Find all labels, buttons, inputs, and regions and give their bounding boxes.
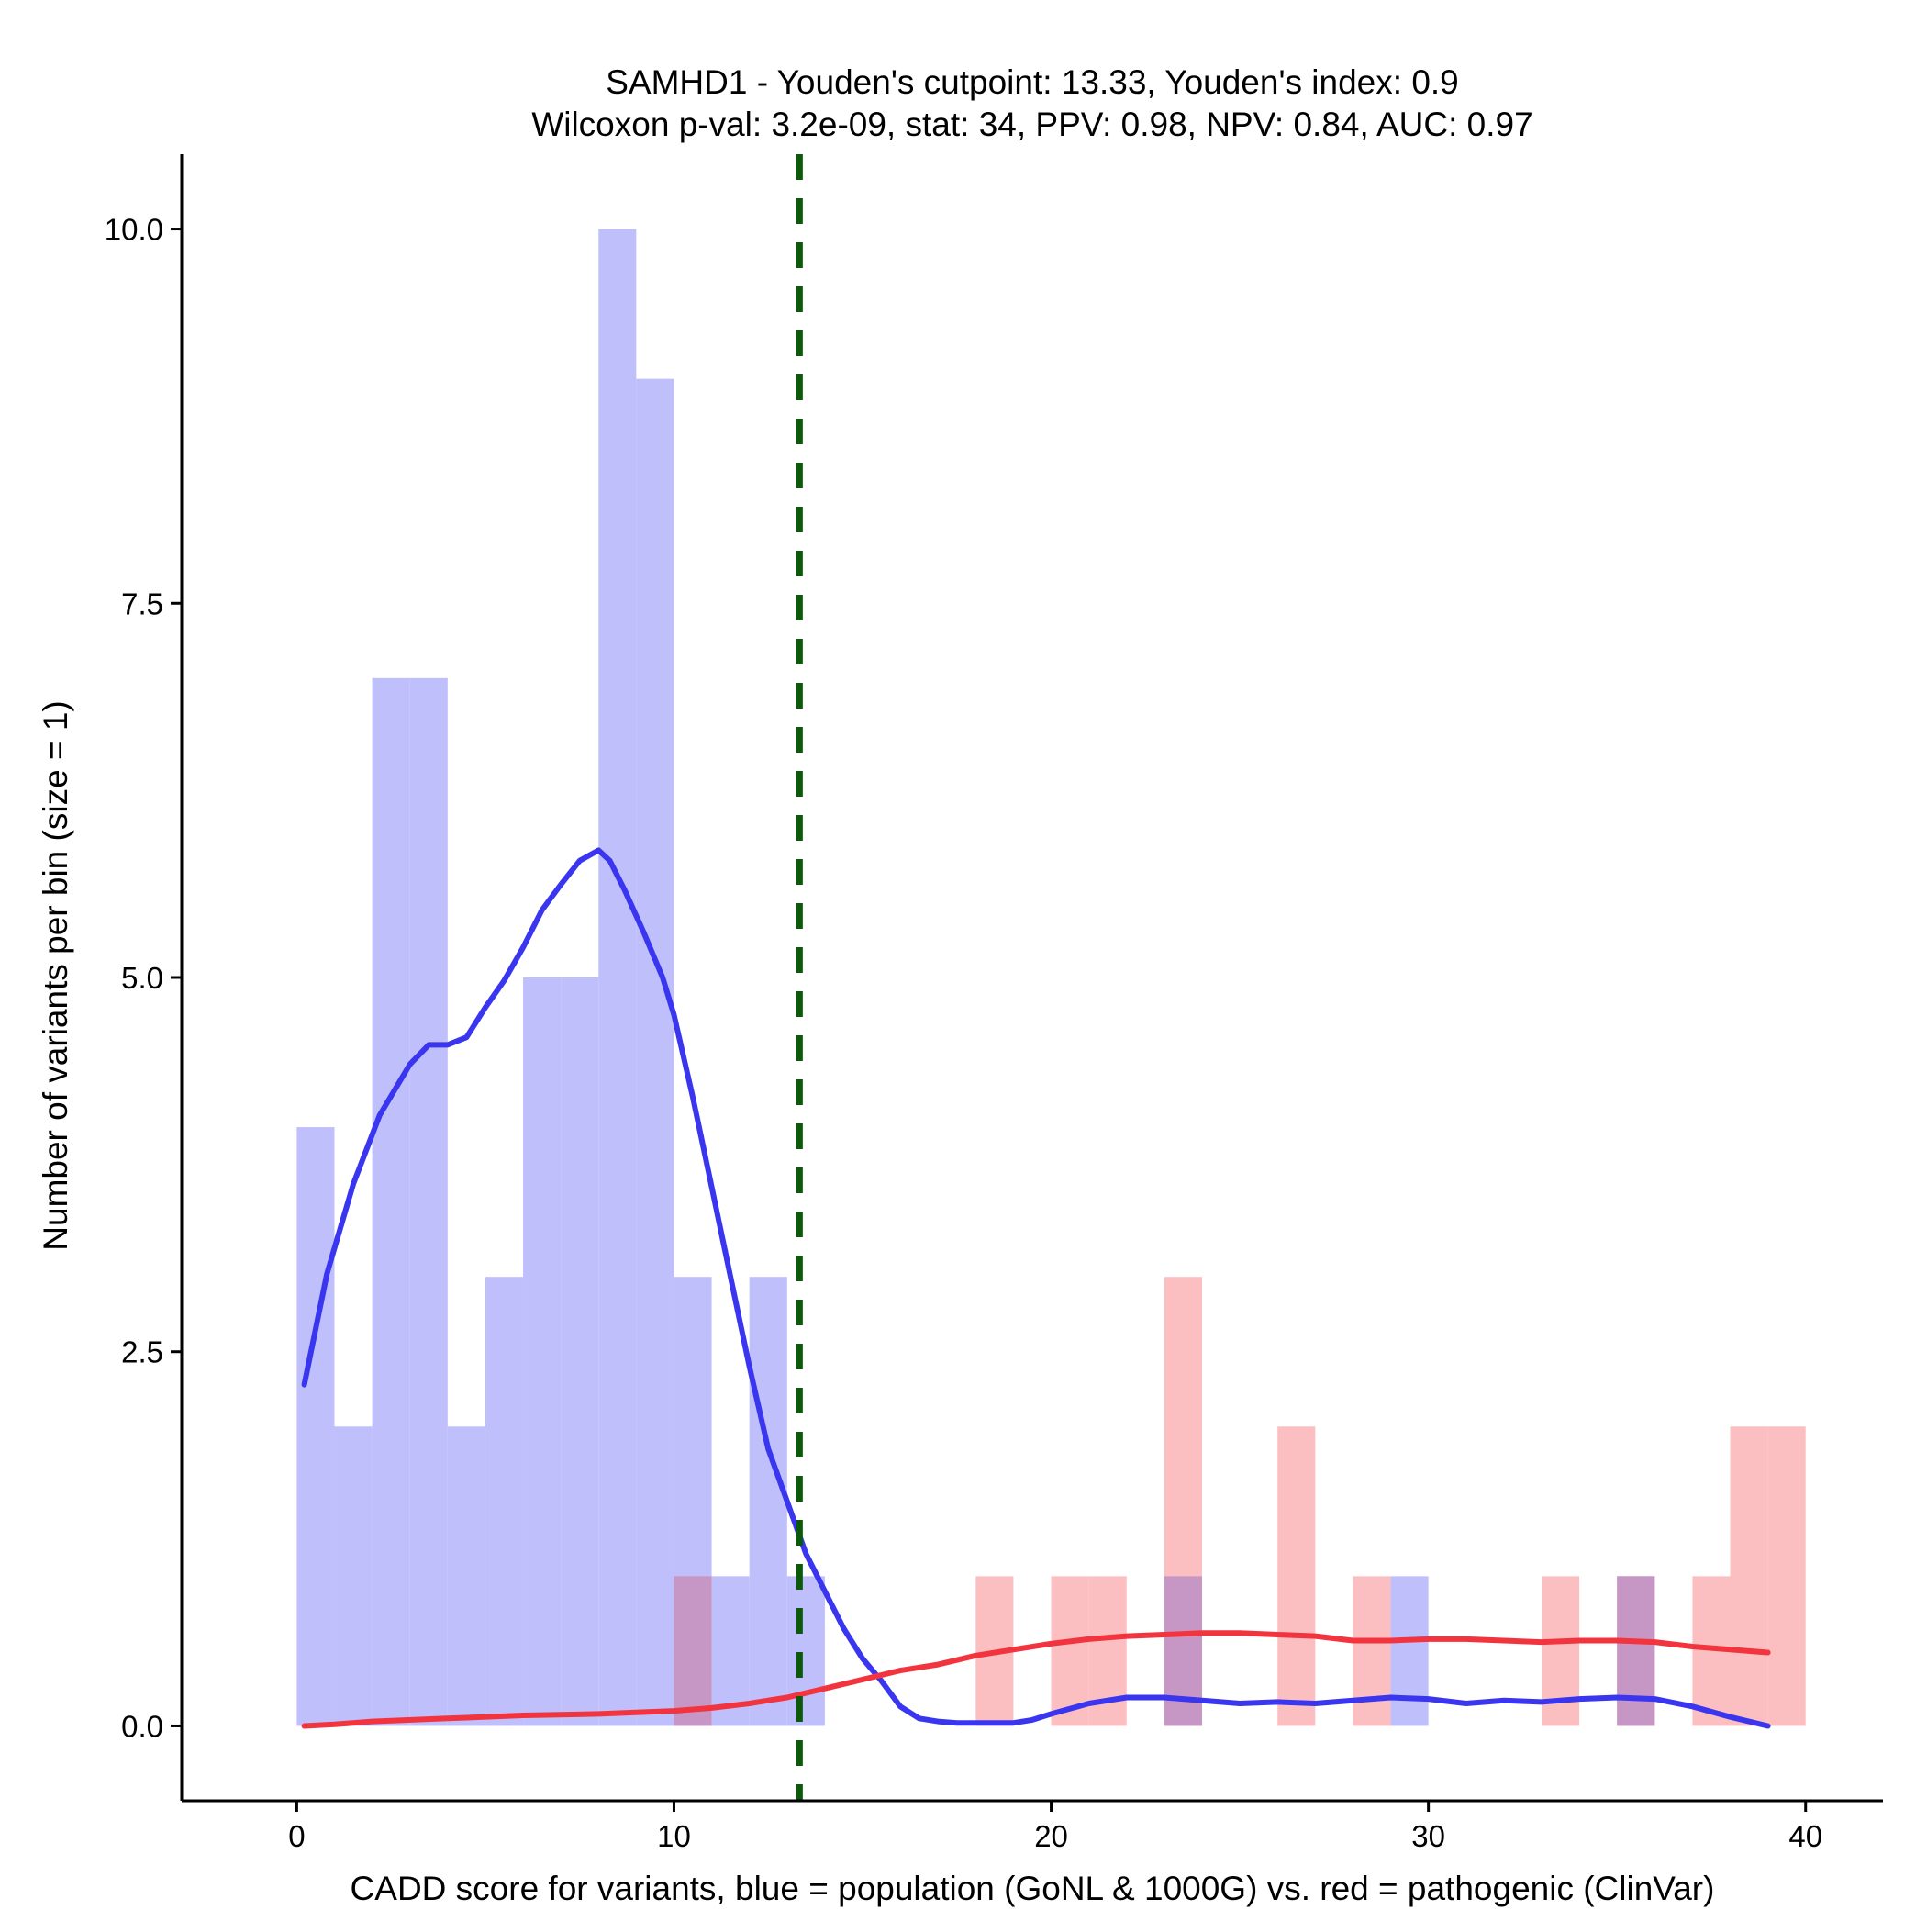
population-bar [296,1127,335,1726]
axes-layer: 0.0 2.5 5.0 7.5 10.0 0 10 20 30 40 [105,154,1883,1853]
x-tick-label: 10 [657,1819,691,1853]
pathogenic-density-line [301,1630,1771,1729]
population-bar [523,977,562,1726]
y-tick-label: 0.0 [121,1709,163,1743]
population-bar [447,1426,485,1726]
x-tick-label: 40 [1788,1819,1822,1853]
y-tick-label: 10.0 [105,213,163,247]
chart-subtitle: Wilcoxon p-val: 3.2e-09, stat: 34, PPV: … [531,106,1532,143]
x-tick-label: 20 [1034,1819,1068,1853]
text-layer: SAMHD1 - Youden's cutpoint: 13.33, Youde… [37,63,1714,1907]
y-tick-label: 2.5 [121,1335,163,1369]
x-tick-label: 30 [1411,1819,1445,1853]
y-tick-label: 5.0 [121,961,163,995]
overlap-bar [1617,1576,1655,1726]
x-tick-label: 0 [288,1819,305,1853]
population-bar [409,677,448,1726]
chart-title: SAMHD1 - Youden's cutpoint: 13.33, Youde… [606,63,1459,101]
population-bar [334,1426,373,1726]
overlap-bar [674,1576,712,1726]
population-bar [561,977,599,1726]
pathogenic-bar [1353,1576,1391,1726]
pathogenic-bar [1051,1576,1089,1726]
y-tick-label: 7.5 [121,586,163,620]
population-bar [485,1277,524,1726]
y-axis-label: Number of variants per bin (size = 1) [37,700,74,1250]
population-bar [1390,1576,1429,1726]
population-bar [711,1576,750,1726]
x-axis-label: CADD score for variants, blue = populati… [351,1870,1715,1907]
pathogenic-bar [1767,1426,1806,1726]
population-bar [598,229,637,1726]
density-lines-layer [301,847,1771,1729]
pathogenic-bar [1730,1426,1768,1726]
population-bar [636,378,674,1726]
pathogenic-bar [1277,1426,1316,1726]
population-density-line [301,847,1771,1729]
overlap-bar [1164,1576,1202,1726]
population-bar [786,1576,825,1726]
population-bar [372,677,410,1726]
bars-layer [296,229,1806,1726]
population-bar [749,1277,787,1726]
